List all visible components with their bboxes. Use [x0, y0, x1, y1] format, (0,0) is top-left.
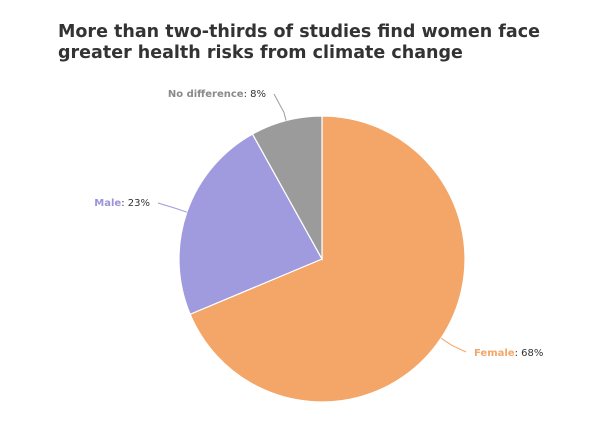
data-label-male: Male: 23%: [94, 198, 150, 209]
data-label-value: : 8%: [244, 89, 266, 100]
data-label-value: : 68%: [515, 348, 544, 359]
data-label-name: Male: [94, 198, 121, 209]
chart-title: More than two-thirds of studies find wom…: [58, 22, 540, 63]
connector-male: [157, 202, 188, 213]
connector-female: [440, 337, 467, 353]
connector-no-difference: [273, 93, 287, 121]
pie-slice-male[interactable]: [178, 133, 323, 316]
data-label-value: : 23%: [121, 198, 150, 209]
data-label-name: Female: [474, 348, 515, 359]
data-label-no-difference: No difference: 8%: [168, 89, 266, 100]
data-label-female: Female: 68%: [474, 348, 543, 359]
pie-slice-female[interactable]: [189, 115, 466, 403]
data-label-name: No difference: [168, 89, 244, 100]
